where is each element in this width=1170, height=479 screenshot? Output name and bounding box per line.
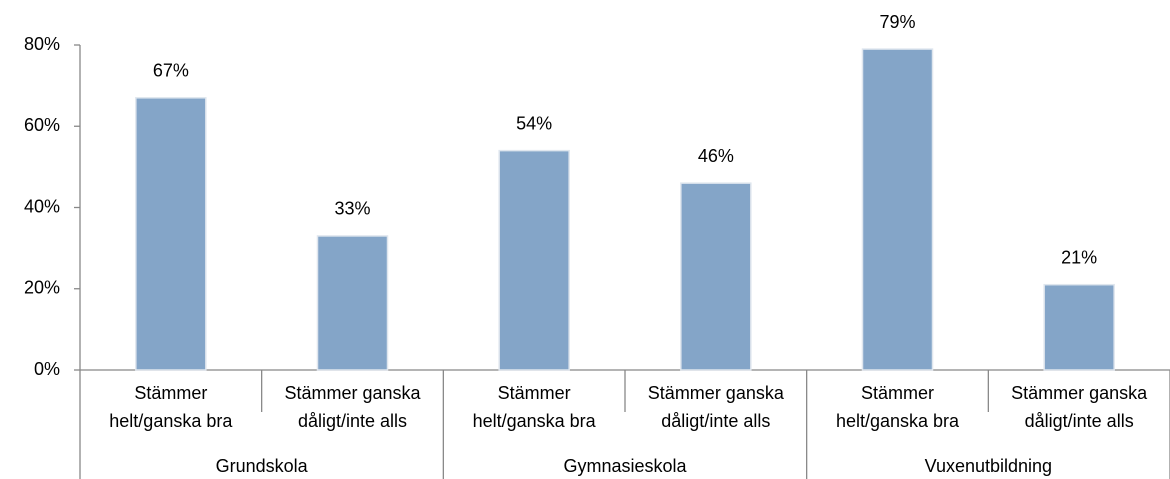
x-tick-label: helt/ganska bra <box>836 411 960 431</box>
x-tick-label: Stämmer ganska <box>284 383 421 403</box>
bar <box>135 97 207 371</box>
bar <box>316 235 389 371</box>
x-tick-label: dåligt/inte alls <box>1025 411 1134 431</box>
x-tick-label: Stämmer ganska <box>648 383 785 403</box>
group-label: Grundskola <box>216 456 309 476</box>
y-tick-label: 40% <box>24 196 60 216</box>
value-label: 21% <box>1061 247 1097 267</box>
x-tick-label: dåligt/inte alls <box>661 411 770 431</box>
bar <box>498 149 570 371</box>
x-tick-label: Stämmer ganska <box>1011 383 1148 403</box>
x-tick-label: Stämmer <box>498 383 571 403</box>
y-tick-label: 0% <box>34 359 60 379</box>
x-tick-label: Stämmer <box>134 383 207 403</box>
value-label: 46% <box>698 146 734 166</box>
y-tick-label: 80% <box>24 34 60 54</box>
value-label: 54% <box>516 113 552 133</box>
value-label: 79% <box>879 12 915 32</box>
x-tick-label: Stämmer <box>861 383 934 403</box>
value-label: 67% <box>153 61 189 81</box>
group-label: Gymnasieskola <box>563 456 687 476</box>
group-label: Vuxenutbildning <box>925 456 1052 476</box>
x-tick-label: dåligt/inte alls <box>298 411 407 431</box>
bar <box>1043 283 1115 371</box>
y-tick-label: 60% <box>24 115 60 135</box>
x-tick-label: helt/ganska bra <box>473 411 597 431</box>
bar <box>680 182 752 371</box>
bar <box>861 48 934 371</box>
x-tick-label: helt/ganska bra <box>109 411 233 431</box>
value-label: 33% <box>334 199 370 219</box>
y-tick-label: 20% <box>24 278 60 298</box>
